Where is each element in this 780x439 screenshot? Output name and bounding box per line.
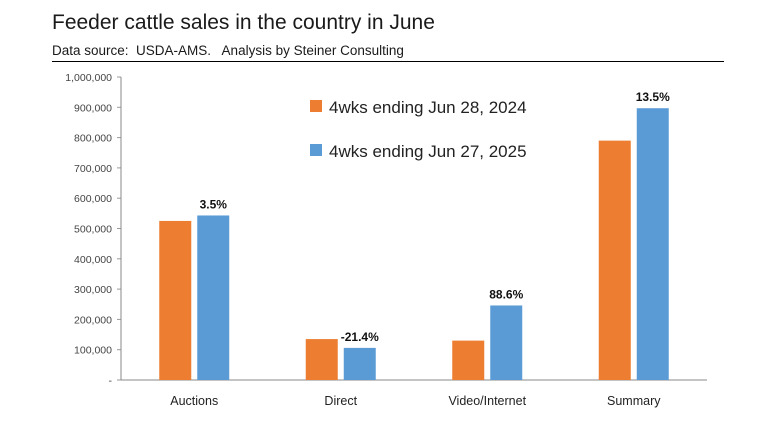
y-axis-tick-label: - [109,375,113,387]
y-axis-tick-label: 500,000 [74,224,112,236]
y-axis-tick-label: 800,000 [74,133,112,145]
x-axis-category-label: Auctions [170,394,218,408]
bar-2025 [636,108,669,381]
bar-2025 [343,347,376,380]
y-axis-tick-label: 1,000,000 [65,72,112,84]
y-axis-tick-label: 600,000 [74,193,112,205]
bar-2025 [490,305,523,380]
x-axis-category-label: Summary [607,394,661,408]
legend-label: 4wks ending Jun 28, 2024 [329,98,527,117]
data-label: 88.6% [489,287,523,301]
title-divider [52,61,724,62]
data-label: 13.5% [636,90,670,104]
bar-2024 [452,340,485,380]
data-label: 3.5% [200,197,228,211]
y-axis-tick-label: 100,000 [74,345,112,357]
y-axis-tick-label: 200,000 [74,314,112,326]
legend-label: 4wks ending Jun 27, 2025 [329,142,527,161]
bar-2024 [598,140,631,380]
y-axis-tick-label: 400,000 [74,254,112,266]
y-axis-tick-label: 300,000 [74,284,112,296]
chart-title: Feeder cattle sales in the country in Ju… [52,11,435,34]
y-axis-tick-label: 900,000 [74,102,112,114]
data-label: -21.4% [341,330,379,344]
bar-2024 [305,339,338,380]
chart-subtitle: Data source: USDA-AMS. Analysis by Stein… [52,43,404,58]
legend-swatch [310,144,322,156]
y-axis-tick-label: 700,000 [74,163,112,175]
bar-2025 [197,215,230,380]
legend-box [298,88,534,172]
x-axis-category-label: Direct [324,394,357,408]
bar-2024 [159,220,192,380]
x-axis-category-label: Video/Internet [448,394,526,408]
legend-swatch [310,100,322,112]
